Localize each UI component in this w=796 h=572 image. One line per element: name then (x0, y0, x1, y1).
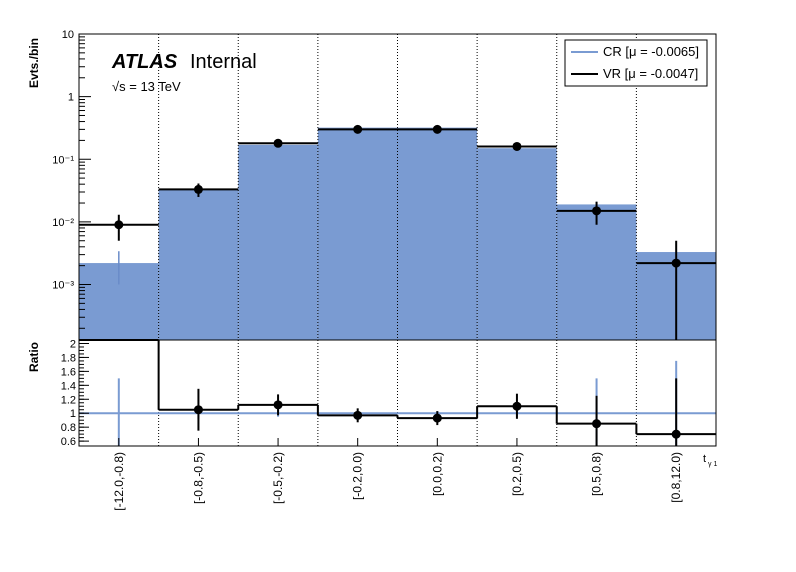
y-tick-label: 10⁻³ (52, 280, 74, 292)
x-tick-label: [0.0,0.2) (430, 452, 444, 496)
vr-point (432, 124, 442, 134)
ratio-point (193, 405, 203, 415)
cr-bar (317, 127, 398, 340)
x-tick-label: [0.8,12.0) (669, 452, 683, 503)
x-tick-label: [-0.8,-0.5) (191, 452, 205, 504)
cr-bar (158, 188, 239, 340)
x-tick-label: [-0.2,0.0) (351, 452, 365, 500)
vr-point (193, 184, 203, 194)
ratio-tick-label: 1.2 (61, 394, 76, 406)
y-tick-label: 1 (68, 92, 74, 104)
ratio-frame (78, 339, 717, 447)
x-axis-title: t (703, 453, 706, 465)
x-tick-label: [0.5,0.8) (590, 452, 604, 496)
ratio-axis-title: Ratio (27, 342, 41, 372)
ratio-point (512, 401, 522, 411)
legend: CR [μ = -0.0065] VR [μ = -0.0047] (564, 39, 708, 87)
ratio-tick-label: 0.6 (61, 436, 76, 448)
ratio-point (353, 410, 363, 420)
ratio-point (592, 419, 602, 429)
ratio-tick-label: 1.8 (61, 352, 76, 364)
x-tick-label: [-0.5,-0.2) (271, 452, 285, 504)
x-tick-label: [0.2,0.5) (510, 452, 524, 496)
ratio-pad: 0.6 0.8 1 1.2 1.4 1.6 1.8 2 [-12.0,-0.8) [-0.8,-0… (61, 338, 717, 511)
legend-box (564, 39, 708, 87)
ratio-tick-label: 1.6 (61, 366, 76, 378)
labels: ATLAS Internal √s = 13 TeV Evts./bin Rat… (27, 38, 717, 468)
atlas-label: ATLAS (111, 51, 178, 73)
main-pad: 10⁻³ 10⁻² 10⁻¹ 1 10 (52, 29, 717, 341)
ratio-tick-label: 1 (70, 408, 76, 420)
cr-bar (477, 148, 557, 340)
cr-bar (556, 204, 637, 340)
ratio-tick-label: 1.4 (61, 380, 76, 392)
y-tick-label: 10⁻¹ (52, 154, 74, 166)
cr-bar (397, 127, 478, 340)
y-tick-label: 10⁻² (52, 217, 74, 229)
legend-vr-label: VR [μ = -0.0047] (603, 66, 698, 81)
ratio-tick-label: 0.8 (61, 422, 76, 434)
vr-point (353, 124, 363, 134)
vr-point (114, 220, 124, 230)
ratio-point (432, 413, 442, 423)
y-tick-label: 10 (62, 29, 74, 41)
vr-point (671, 258, 681, 268)
ratio-point (273, 400, 283, 410)
internal-label: Internal (190, 51, 257, 73)
ratio-tick-label: 2 (70, 338, 76, 350)
y-axis-title: Evts./bin (27, 38, 41, 88)
vr-point (592, 206, 602, 216)
x-tick-label: [-12.0,-0.8) (112, 452, 126, 511)
legend-cr-label: CR [μ = -0.0065] (603, 44, 699, 59)
vr-point (512, 141, 522, 151)
vr-point (273, 138, 283, 148)
x-axis-title-sub: γ 1 (708, 461, 717, 468)
ratio-point (671, 429, 681, 439)
cr-bar (238, 144, 318, 340)
energy-label: √s = 13 TeV (112, 79, 181, 94)
